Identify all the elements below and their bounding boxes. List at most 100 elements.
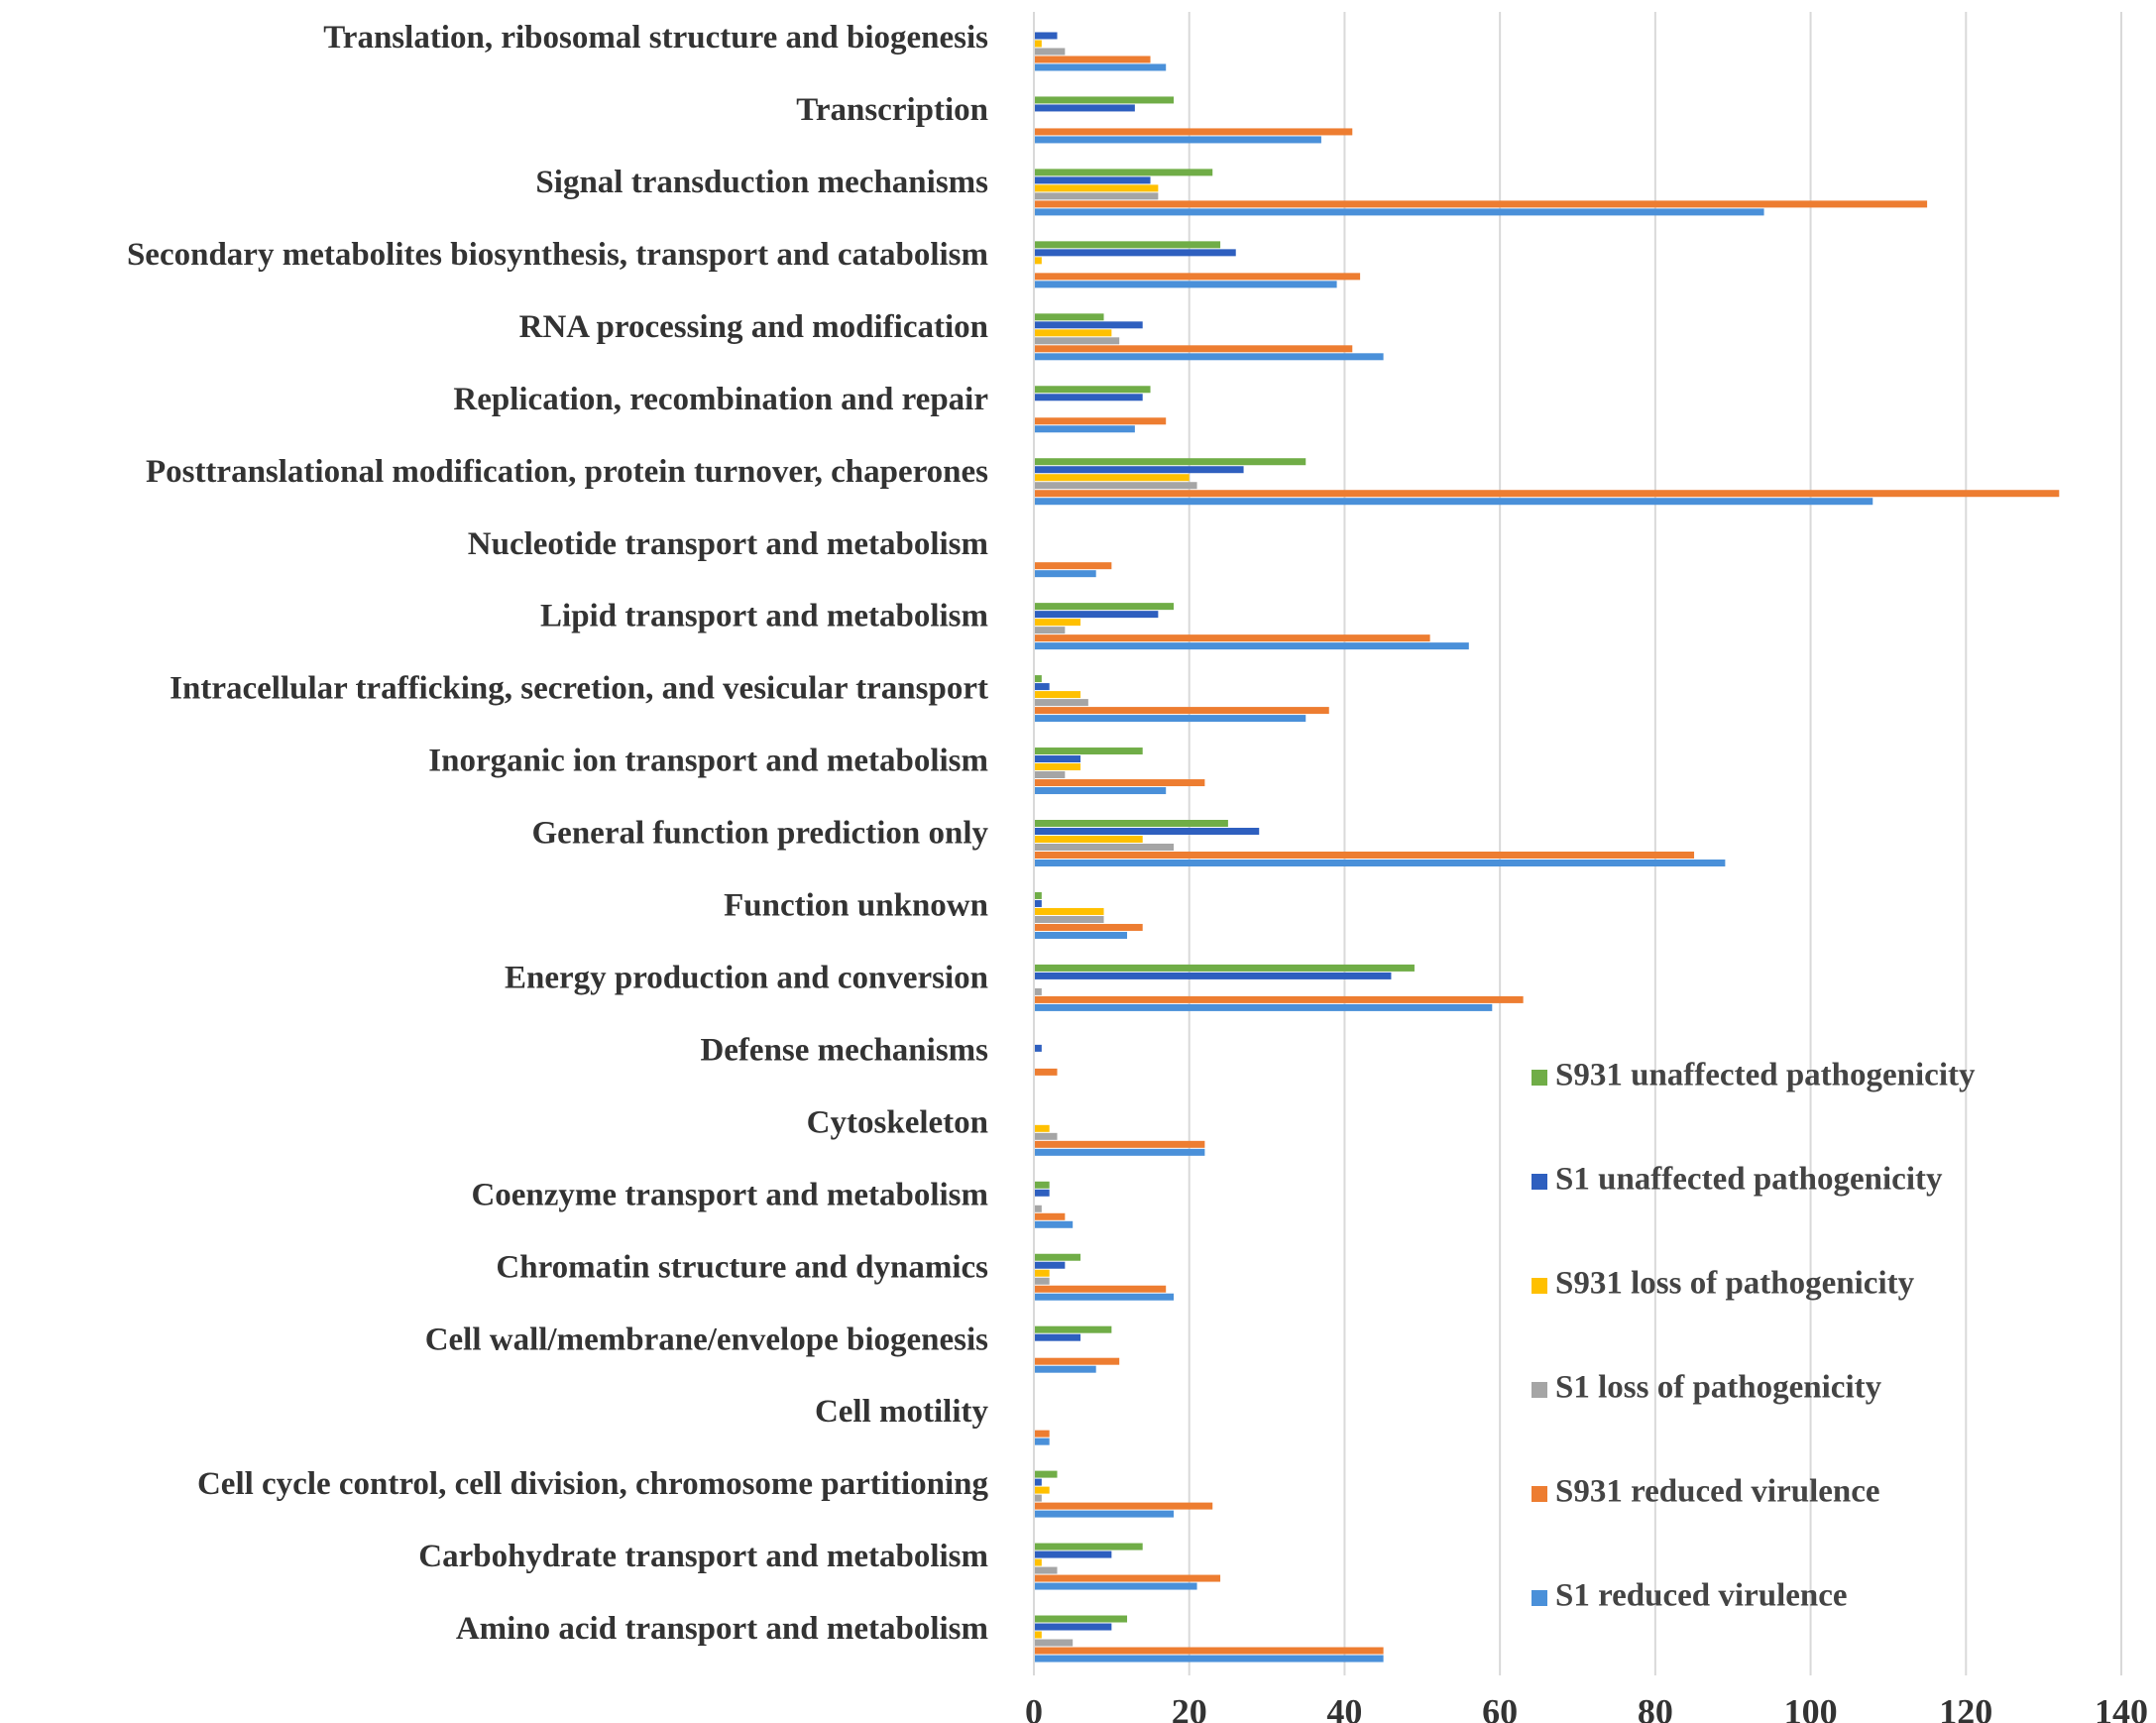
bar-s931-reduced-virulence-carbohydrate-transport-and-metabolism: [1034, 1574, 1221, 1582]
bar-s931-unaffected-pathogenicity-intracellular-trafficking-secretion-and-vesicular-transport: [1034, 675, 1042, 683]
bar-s931-reduced-virulence-translation-ribosomal-structure-and-biogenesis: [1034, 56, 1151, 63]
bar-s931-reduced-virulence-energy-production-and-conversion: [1034, 995, 1524, 1003]
bar-s1-loss-of-pathogenicity-cell-cycle-control-cell-division-chromosome-partitioning: [1034, 1494, 1042, 1502]
bar-s1-reduced-virulence-secondary-metabolites-biosynthesis-transport-and-catabolism: [1034, 281, 1337, 288]
bar-s931-unaffected-pathogenicity-inorganic-ion-transport-and-metabolism: [1034, 747, 1143, 755]
bar-s1-unaffected-pathogenicity-cell-cycle-control-cell-division-chromosome-partitioning: [1034, 1478, 1042, 1486]
bar-s1-reduced-virulence-amino-acid-transport-and-metabolism: [1034, 1655, 1384, 1663]
category-label-coenzyme-transport-and-metabolism: Coenzyme transport and metabolism: [471, 1177, 988, 1212]
bar-s931-unaffected-pathogenicity-carbohydrate-transport-and-metabolism: [1034, 1543, 1143, 1551]
category-label-cell-cycle-control-cell-division-chromosome-partitioning: Cell cycle control, cell division, chrom…: [197, 1466, 989, 1502]
bar-s1-reduced-virulence-cell-wall-membrane-envelope-biogenesis: [1034, 1365, 1096, 1373]
bar-s1-reduced-virulence-energy-production-and-conversion: [1034, 1003, 1493, 1011]
legend-label-s1-unaffected-pathogenicity: S1 unaffected pathogenicity: [1555, 1162, 1943, 1198]
bar-s931-loss-of-pathogenicity-amino-acid-transport-and-metabolism: [1034, 1631, 1042, 1639]
legend-label-s1-loss-of-pathogenicity: S1 loss of pathogenicity: [1555, 1370, 1882, 1406]
x-tick-label-20: 20: [1172, 1691, 1207, 1723]
x-tick-labels: 0 20 40 60 80 100 120 140: [1025, 1691, 2148, 1723]
bar-s931-reduced-virulence-rna-processing-and-modification: [1034, 345, 1353, 353]
x-tick-label-140: 140: [2095, 1691, 2148, 1723]
bar-s931-reduced-virulence-amino-acid-transport-and-metabolism: [1034, 1647, 1384, 1655]
bar-s931-reduced-virulence-lipid-transport-and-metabolism: [1034, 634, 1430, 642]
bar-s931-reduced-virulence-posttranslational-modification-protein-turnover-chaperones: [1034, 490, 2060, 498]
category-label-signal-transduction-mechanisms: Signal transduction mechanisms: [535, 165, 988, 200]
category-label-general-function-prediction-only: General function prediction only: [532, 816, 989, 852]
bar-s1-unaffected-pathogenicity-secondary-metabolites-biosynthesis-transport-and-catabolism: [1034, 249, 1236, 257]
bar-s931-unaffected-pathogenicity-lipid-transport-and-metabolism: [1034, 603, 1175, 611]
bar-s1-unaffected-pathogenicity-posttranslational-modification-protein-turnover-chaperones: [1034, 466, 1244, 474]
category-label-lipid-transport-and-metabolism: Lipid transport and metabolism: [540, 599, 988, 634]
bar-s1-reduced-virulence-rna-processing-and-modification: [1034, 353, 1384, 361]
legend-swatch-s1-loss-of-pathogenicity: [1532, 1382, 1547, 1398]
bar-s1-loss-of-pathogenicity-inorganic-ion-transport-and-metabolism: [1034, 771, 1066, 779]
bar-s931-loss-of-pathogenicity-chromatin-structure-and-dynamics: [1034, 1269, 1050, 1277]
category-label-carbohydrate-transport-and-metabolism: Carbohydrate transport and metabolism: [418, 1539, 988, 1574]
category-label-defense-mechanisms: Defense mechanisms: [700, 1032, 988, 1068]
bar-s1-unaffected-pathogenicity-function-unknown: [1034, 899, 1042, 907]
bar-s931-reduced-virulence-chromatin-structure-and-dynamics: [1034, 1285, 1167, 1293]
category-labels: Translation, ribosomal structure and bio…: [127, 20, 989, 1647]
bar-s1-reduced-virulence-intracellular-trafficking-secretion-and-vesicular-transport: [1034, 715, 1306, 723]
legend-label-s931-reduced-virulence: S931 reduced virulence: [1555, 1474, 1880, 1510]
bar-s1-loss-of-pathogenicity-coenzyme-transport-and-metabolism: [1034, 1205, 1042, 1212]
bar-s931-unaffected-pathogenicity-secondary-metabolites-biosynthesis-transport-and-catabolism: [1034, 241, 1221, 249]
bar-s931-loss-of-pathogenicity-cytoskeleton: [1034, 1124, 1050, 1132]
legend-label-s931-loss-of-pathogenicity: S931 loss of pathogenicity: [1555, 1266, 1915, 1302]
bar-s1-reduced-virulence-transcription: [1034, 136, 1321, 144]
bar-s931-reduced-virulence-signal-transduction-mechanisms: [1034, 200, 1928, 208]
bar-s1-reduced-virulence-cytoskeleton: [1034, 1148, 1205, 1156]
legend-swatch-s1-reduced-virulence: [1532, 1590, 1547, 1606]
bar-s1-unaffected-pathogenicity-chromatin-structure-and-dynamics: [1034, 1261, 1066, 1269]
legend-swatch-s931-loss-of-pathogenicity: [1532, 1278, 1547, 1294]
bar-s1-reduced-virulence-posttranslational-modification-protein-turnover-chaperones: [1034, 498, 1873, 506]
category-label-rna-processing-and-modification: RNA processing and modification: [519, 309, 988, 345]
bar-s931-unaffected-pathogenicity-general-function-prediction-only: [1034, 820, 1228, 827]
bar-s1-reduced-virulence-cell-motility: [1034, 1437, 1050, 1445]
bar-s931-unaffected-pathogenicity-posttranslational-modification-protein-turnover-chaperones: [1034, 458, 1306, 466]
bar-s1-reduced-virulence-inorganic-ion-transport-and-metabolism: [1034, 787, 1167, 795]
category-label-amino-acid-transport-and-metabolism: Amino acid transport and metabolism: [456, 1611, 988, 1647]
bar-s931-loss-of-pathogenicity-function-unknown: [1034, 907, 1104, 915]
category-label-replication-recombination-and-repair: Replication, recombination and repair: [453, 382, 988, 417]
category-label-nucleotide-transport-and-metabolism: Nucleotide transport and metabolism: [468, 526, 988, 562]
bar-s931-loss-of-pathogenicity-general-function-prediction-only: [1034, 836, 1143, 843]
bar-s931-reduced-virulence-coenzyme-transport-and-metabolism: [1034, 1212, 1066, 1220]
legend-swatch-s931-reduced-virulence: [1532, 1486, 1547, 1502]
bar-s1-unaffected-pathogenicity-translation-ribosomal-structure-and-biogenesis: [1034, 32, 1058, 40]
bar-s1-loss-of-pathogenicity-lipid-transport-and-metabolism: [1034, 627, 1066, 634]
bar-s931-reduced-virulence-nucleotide-transport-and-metabolism: [1034, 562, 1112, 570]
legend-label-s1-reduced-virulence: S1 reduced virulence: [1555, 1578, 1848, 1614]
bar-s931-loss-of-pathogenicity-carbohydrate-transport-and-metabolism: [1034, 1558, 1042, 1566]
bar-s931-reduced-virulence-defense-mechanisms: [1034, 1068, 1058, 1076]
bar-s1-loss-of-pathogenicity-intracellular-trafficking-secretion-and-vesicular-transport: [1034, 699, 1088, 707]
bar-s1-unaffected-pathogenicity-intracellular-trafficking-secretion-and-vesicular-transport: [1034, 683, 1050, 691]
bar-s931-loss-of-pathogenicity-translation-ribosomal-structure-and-biogenesis: [1034, 40, 1042, 48]
category-label-chromatin-structure-and-dynamics: Chromatin structure and dynamics: [496, 1249, 988, 1285]
bar-s1-unaffected-pathogenicity-replication-recombination-and-repair: [1034, 394, 1143, 402]
bar-s1-loss-of-pathogenicity-signal-transduction-mechanisms: [1034, 192, 1159, 200]
category-label-energy-production-and-conversion: Energy production and conversion: [505, 960, 988, 995]
bar-s1-unaffected-pathogenicity-lipid-transport-and-metabolism: [1034, 611, 1159, 619]
bar-s1-loss-of-pathogenicity-rna-processing-and-modification: [1034, 337, 1120, 345]
bar-s931-reduced-virulence-secondary-metabolites-biosynthesis-transport-and-catabolism: [1034, 273, 1361, 281]
bar-s1-unaffected-pathogenicity-cell-wall-membrane-envelope-biogenesis: [1034, 1333, 1081, 1341]
category-label-intracellular-trafficking-secretion-and-vesicular-transport: Intracellular trafficking, secretion, an…: [170, 671, 988, 707]
x-tick-label-100: 100: [1784, 1691, 1838, 1723]
bar-s1-loss-of-pathogenicity-energy-production-and-conversion: [1034, 987, 1042, 995]
bar-s1-loss-of-pathogenicity-carbohydrate-transport-and-metabolism: [1034, 1566, 1058, 1574]
bar-s1-loss-of-pathogenicity-amino-acid-transport-and-metabolism: [1034, 1639, 1074, 1647]
category-label-cytoskeleton: Cytoskeleton: [807, 1104, 988, 1140]
x-tick-label-80: 80: [1638, 1691, 1673, 1723]
category-label-secondary-metabolites-biosynthesis-transport-and-catabolism: Secondary metabolites biosynthesis, tran…: [127, 237, 988, 273]
bar-s1-reduced-virulence-chromatin-structure-and-dynamics: [1034, 1293, 1175, 1301]
legend-swatch-s931-unaffected-pathogenicity: [1532, 1070, 1547, 1086]
bar-s1-unaffected-pathogenicity-rna-processing-and-modification: [1034, 321, 1143, 329]
category-label-transcription: Transcription: [796, 92, 988, 128]
bar-s931-unaffected-pathogenicity-cell-cycle-control-cell-division-chromosome-partitioning: [1034, 1470, 1058, 1478]
bar-s931-loss-of-pathogenicity-secondary-metabolites-biosynthesis-transport-and-catabolism: [1034, 257, 1042, 265]
legend-label-s931-unaffected-pathogenicity: S931 unaffected pathogenicity: [1555, 1058, 1976, 1093]
bars: [1034, 32, 2060, 1663]
bar-s1-reduced-virulence-coenzyme-transport-and-metabolism: [1034, 1220, 1074, 1228]
bar-s1-unaffected-pathogenicity-general-function-prediction-only: [1034, 828, 1260, 835]
